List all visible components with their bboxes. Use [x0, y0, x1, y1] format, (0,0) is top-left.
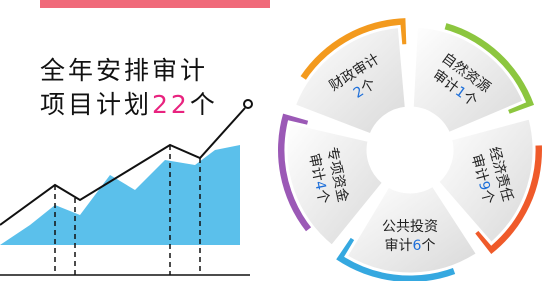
title-line2: 项目计划22个 — [40, 90, 218, 119]
title-count: 22 — [152, 90, 190, 119]
segment-sub-text: 审计 — [385, 238, 413, 254]
area-decoration — [0, 145, 240, 245]
segment-title: 公共投资 — [382, 219, 438, 235]
infographic: 全年安排审计 项目计划22个 财政审计2个自然资源审计1个经济责任审计9个公共投… — [0, 0, 547, 281]
title-line1: 全年安排审计 — [40, 56, 208, 85]
trend-end — [244, 100, 252, 108]
segment-count: 6 — [413, 238, 422, 254]
title-text: 项目计划 — [40, 90, 152, 119]
segment-sub: 审计6个 — [385, 238, 436, 254]
ring: 财政审计2个自然资源审计1个经济责任审计9个公共投资审计6个专项资金审计4个 — [278, 18, 542, 281]
title-unit: 个 — [190, 90, 218, 119]
segment-unit: 个 — [421, 238, 435, 254]
ring-hole — [370, 110, 450, 190]
header-bar — [40, 0, 270, 8]
